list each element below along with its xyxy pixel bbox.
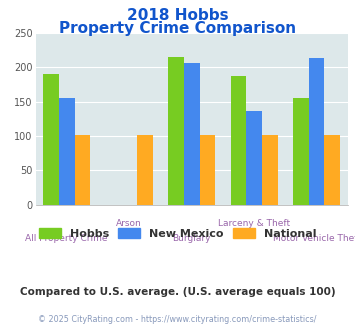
Bar	[137, 135, 153, 205]
Text: © 2025 CityRating.com - https://www.cityrating.com/crime-statistics/: © 2025 CityRating.com - https://www.city…	[38, 315, 317, 324]
Text: Larceny & Theft: Larceny & Theft	[218, 219, 290, 228]
Bar	[231, 76, 246, 205]
Legend: Hobbs, New Mexico, National: Hobbs, New Mexico, National	[34, 224, 321, 244]
Bar	[168, 57, 184, 205]
Bar	[75, 135, 90, 205]
Text: Motor Vehicle Theft: Motor Vehicle Theft	[273, 234, 355, 243]
Bar	[262, 135, 278, 205]
Bar	[43, 74, 59, 205]
Text: Property Crime Comparison: Property Crime Comparison	[59, 21, 296, 36]
Text: Burglary: Burglary	[173, 234, 211, 243]
Text: 2018 Hobbs: 2018 Hobbs	[127, 8, 228, 23]
Text: Arson: Arson	[116, 219, 142, 228]
Bar	[200, 135, 215, 205]
Text: Compared to U.S. average. (U.S. average equals 100): Compared to U.S. average. (U.S. average …	[20, 287, 335, 297]
Bar	[184, 63, 200, 205]
Bar	[309, 58, 324, 205]
Bar	[246, 111, 262, 205]
Bar	[293, 98, 309, 205]
Bar	[59, 98, 75, 205]
Text: All Property Crime: All Property Crime	[26, 234, 108, 243]
Bar	[324, 135, 340, 205]
